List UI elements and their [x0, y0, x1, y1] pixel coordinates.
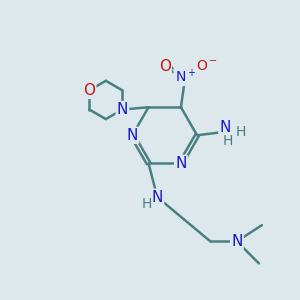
- Text: N$^+$: N$^+$: [175, 68, 196, 85]
- Text: O: O: [83, 83, 95, 98]
- Text: N: N: [127, 128, 138, 143]
- Text: O: O: [159, 58, 171, 74]
- Text: H: H: [142, 197, 152, 211]
- Text: N: N: [152, 190, 163, 205]
- Text: H: H: [223, 134, 233, 148]
- Text: N: N: [219, 120, 231, 135]
- Text: N: N: [175, 156, 187, 171]
- Text: O$^-$: O$^-$: [196, 59, 218, 73]
- Text: N: N: [117, 102, 128, 117]
- Text: H: H: [236, 125, 246, 139]
- Text: N: N: [231, 234, 242, 249]
